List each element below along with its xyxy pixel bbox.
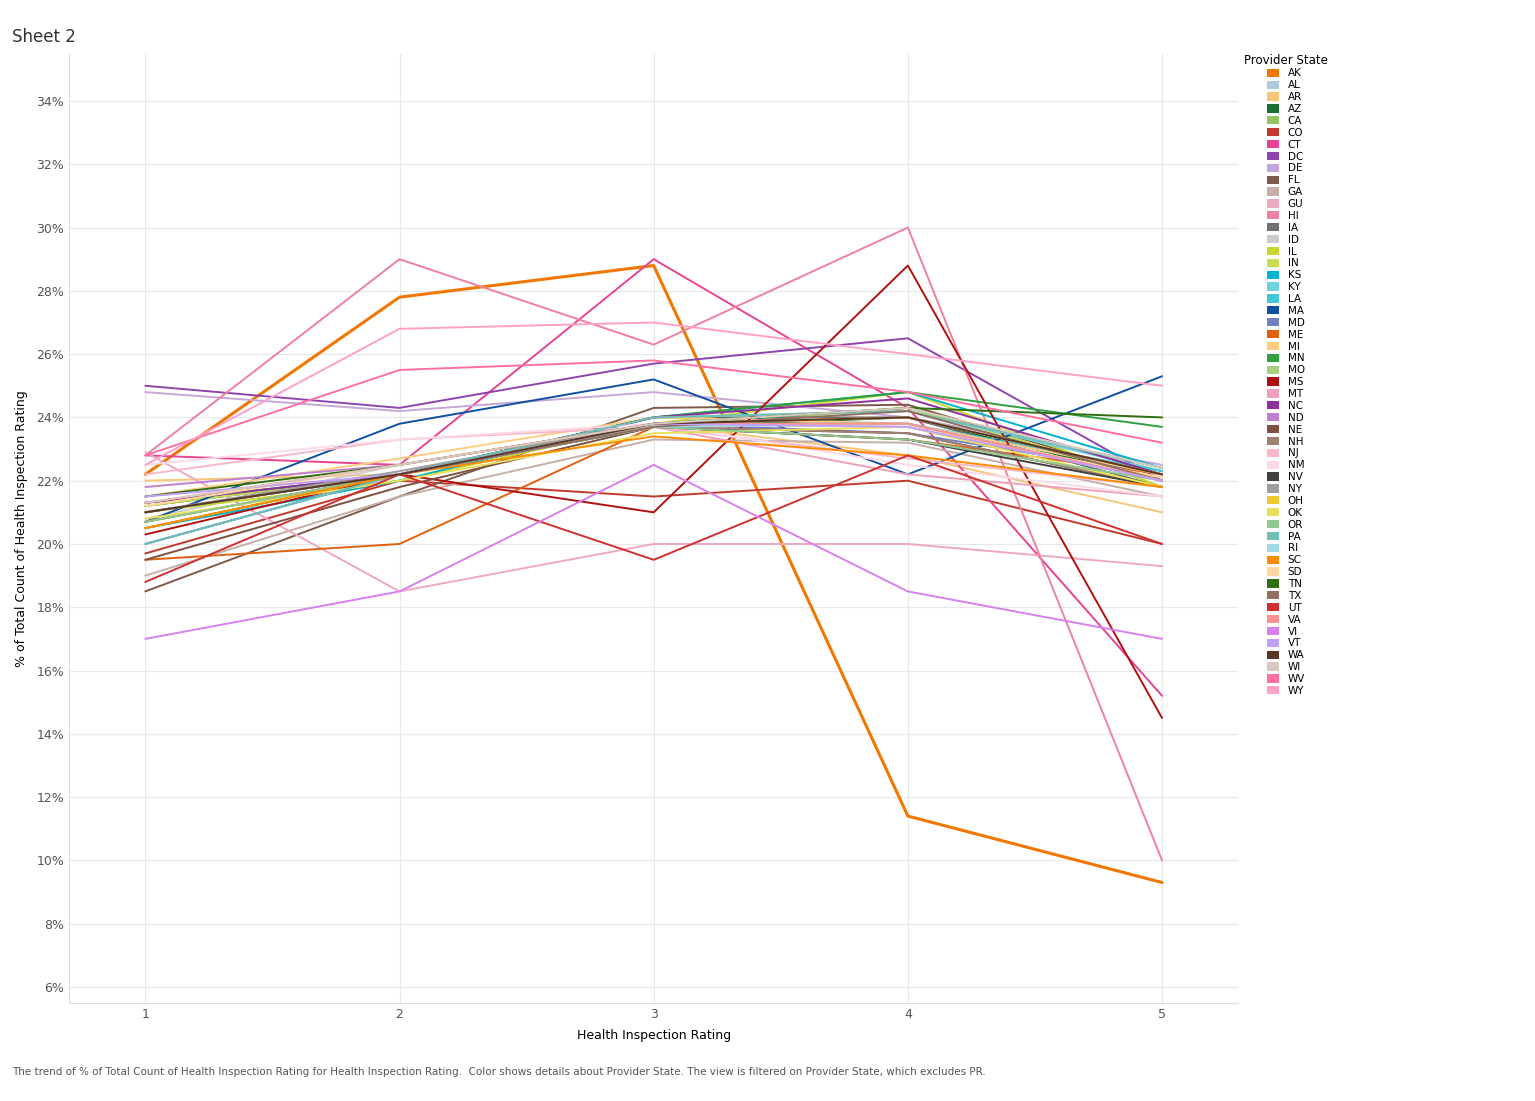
Text: The trend of % of Total Count of Health Inspection Rating for Health Inspection : The trend of % of Total Count of Health … bbox=[12, 1067, 985, 1077]
X-axis label: Health Inspection Rating: Health Inspection Rating bbox=[577, 1029, 731, 1042]
Y-axis label: % of Total Count of Health Inspection Rating: % of Total Count of Health Inspection Ra… bbox=[15, 390, 28, 666]
Legend: AK, AL, AR, AZ, CA, CO, CT, DC, DE, FL, GA, GU, HI, IA, ID, IL, IN, KS, KY, LA, : AK, AL, AR, AZ, CA, CO, CT, DC, DE, FL, … bbox=[1245, 54, 1328, 696]
Text: Sheet 2: Sheet 2 bbox=[12, 28, 77, 45]
